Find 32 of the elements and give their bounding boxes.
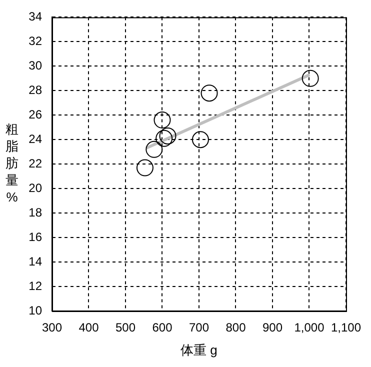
point — [156, 130, 173, 147]
y-tick-label: 34 — [28, 10, 42, 24]
x-tick-label: 700 — [188, 320, 210, 335]
x-tick-label: 500 — [115, 320, 136, 335]
y-tick-label: 20 — [28, 180, 42, 195]
x-tick-label: 1,000 — [294, 320, 325, 335]
point — [200, 84, 218, 102]
point — [154, 112, 171, 129]
y-tick-label: 22 — [28, 156, 42, 170]
y-tick-label: 30 — [28, 58, 42, 72]
x-axis-title: 体重 g — [180, 342, 218, 358]
point — [159, 127, 176, 144]
point — [136, 159, 154, 176]
point — [302, 70, 319, 87]
x-tick-label: 600 — [152, 320, 173, 335]
x-tick-label: 400 — [78, 320, 100, 335]
x-tick-label: 900 — [262, 320, 283, 335]
x-tick-label: 800 — [226, 320, 246, 335]
y-tick-label: 18 — [28, 205, 42, 220]
y-tick-label: 14 — [28, 254, 42, 268]
y-tick-label: 26 — [28, 107, 42, 122]
point — [192, 131, 209, 148]
y-tick-label: 16 — [28, 230, 42, 244]
y-tick-label: 10 — [28, 303, 42, 318]
y-tick-label: 12 — [28, 278, 42, 293]
x-tick-label: 1,100 — [330, 320, 362, 335]
y-tick-label: 28 — [28, 82, 42, 97]
y-tick-label: 32 — [28, 34, 42, 48]
x-tick-label: 300 — [42, 320, 62, 335]
y-axis-title: 粗脂肪量% — [6, 122, 18, 205]
y-tick-label: 24 — [28, 132, 42, 146]
point — [146, 140, 163, 158]
